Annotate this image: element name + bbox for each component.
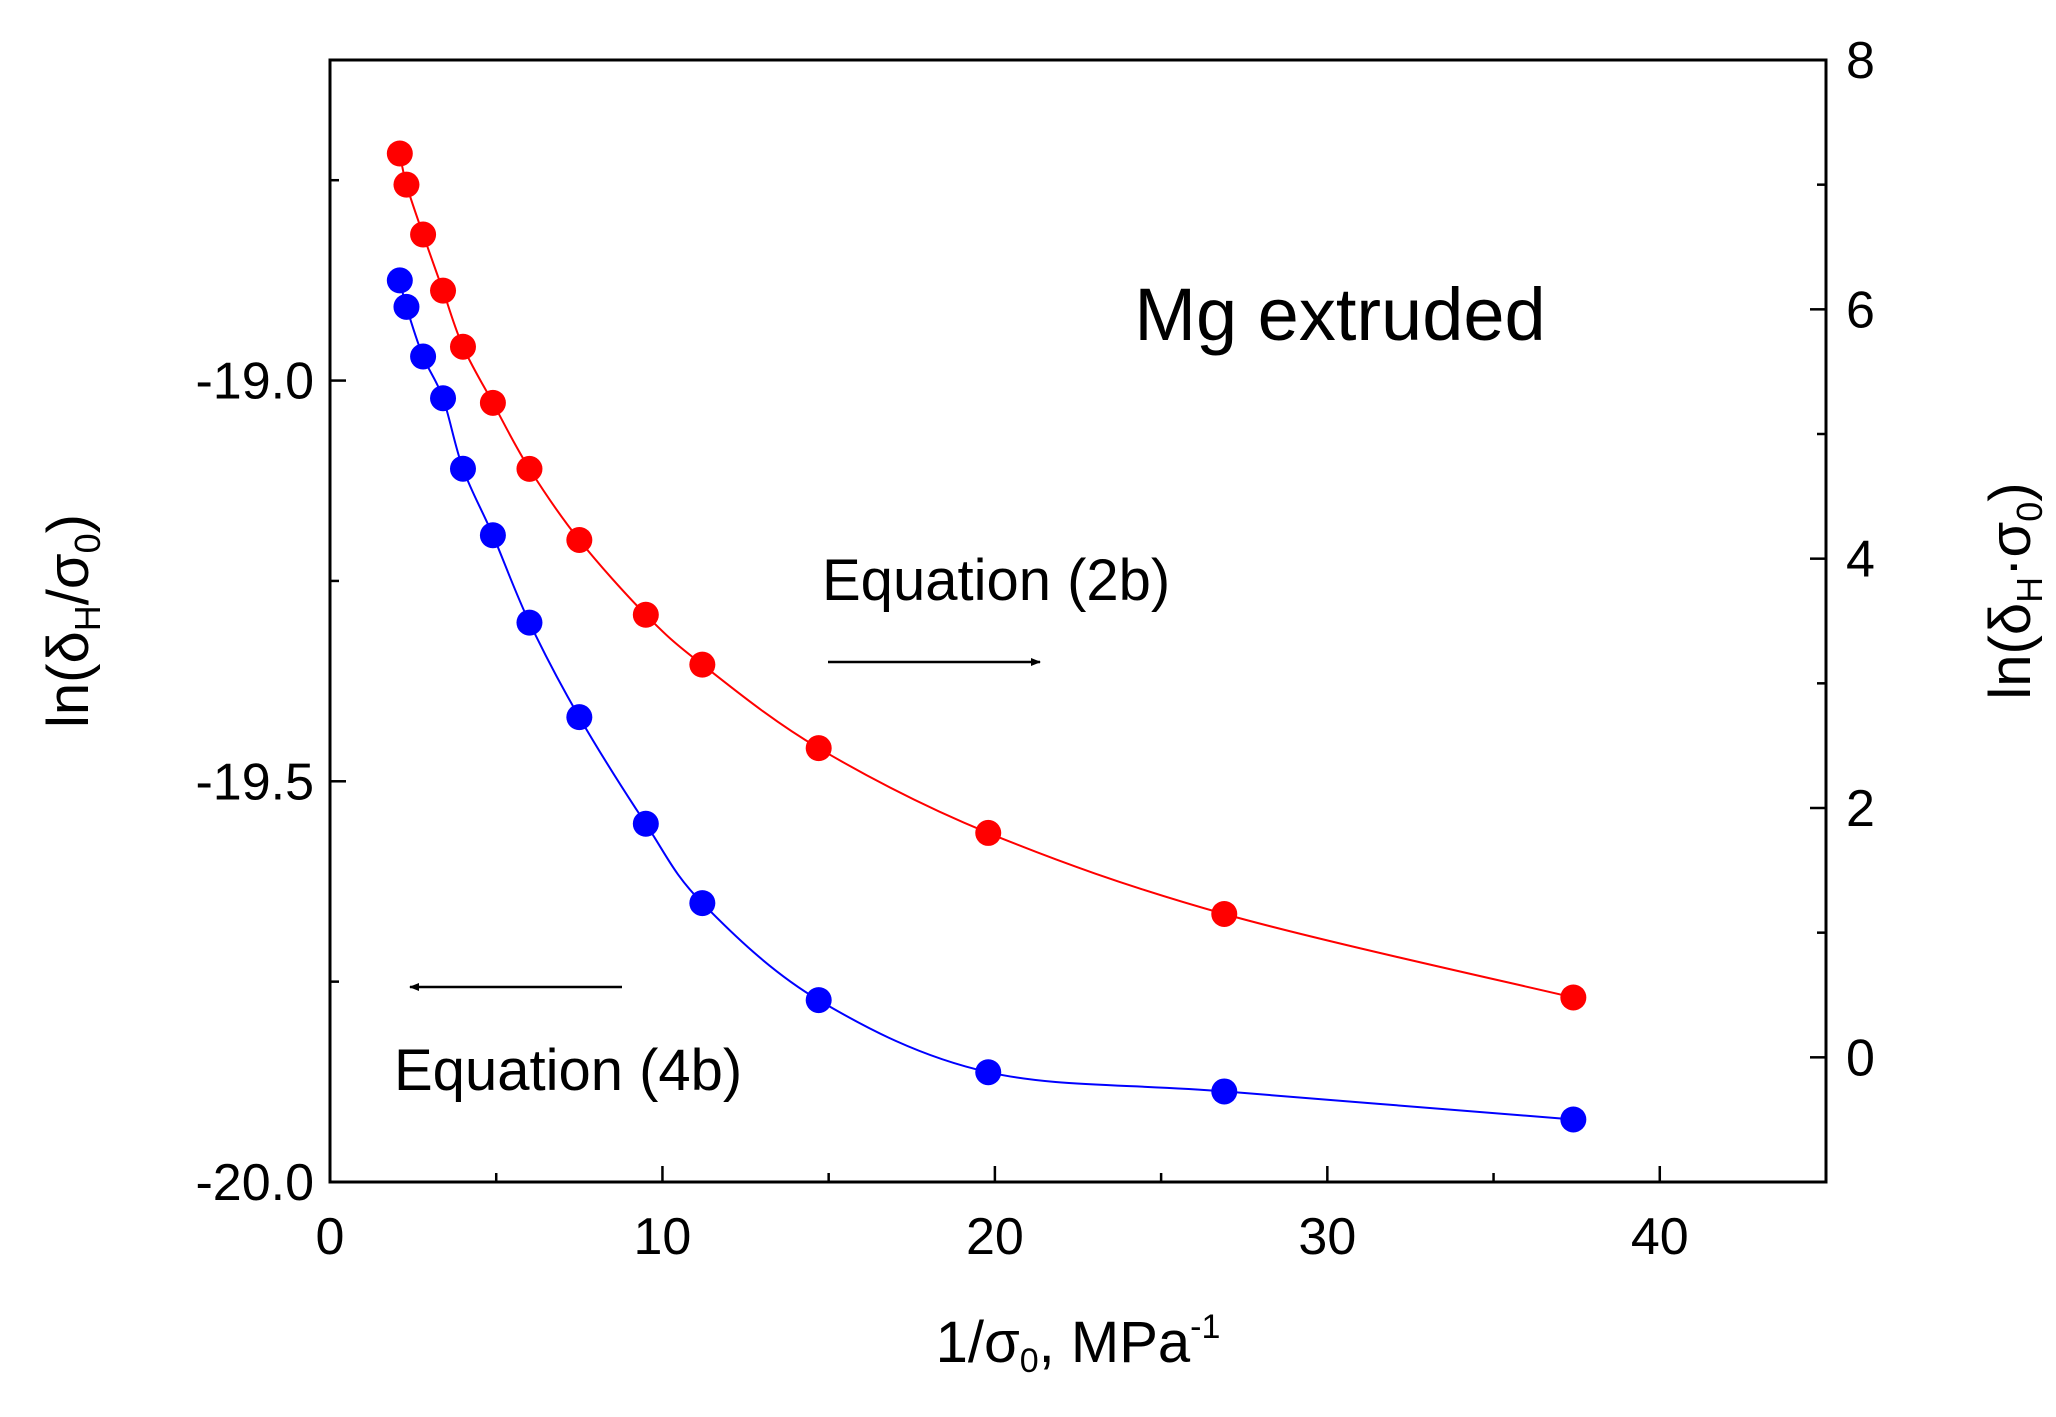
point-right-12 — [1211, 900, 1238, 927]
point-left-7 — [566, 704, 593, 731]
x-tick-label-30: 30 — [1298, 1208, 1356, 1266]
y-right-tick-label: 2 — [1846, 780, 1875, 838]
point-right-7 — [566, 526, 593, 553]
point-right-6 — [516, 455, 543, 482]
point-right-0 — [386, 140, 413, 167]
x-tick-label-10: 10 — [634, 1208, 692, 1266]
point-left-1 — [393, 293, 420, 320]
point-left-10 — [805, 987, 832, 1014]
annotation-equation-4b: Equation (4b) — [394, 1038, 742, 1103]
y-left-tick-label: -19.0 — [195, 353, 314, 411]
point-right-13 — [1560, 984, 1587, 1011]
point-right-11 — [975, 819, 1002, 846]
point-right-10 — [805, 735, 832, 762]
x-tick-label-20: 20 — [966, 1208, 1024, 1266]
point-left-5 — [479, 522, 506, 549]
data-points — [386, 140, 1587, 1133]
point-right-5 — [479, 389, 506, 416]
plot-frame — [328, 58, 1828, 1184]
point-left-12 — [1211, 1078, 1238, 1105]
y-axis-right-label: ln(δH·σ0) — [1978, 482, 2050, 699]
y-right-tick-label: 4 — [1846, 531, 1875, 589]
point-left-4 — [449, 455, 476, 482]
point-right-3 — [430, 277, 457, 304]
point-left-9 — [689, 890, 716, 917]
y-left-tick-label: -20.0 — [195, 1154, 314, 1212]
point-left-0 — [386, 267, 413, 294]
y-right-tick-label: 6 — [1846, 281, 1875, 339]
point-right-2 — [410, 221, 437, 248]
chart-title: Mg extruded — [1134, 273, 1545, 356]
point-right-8 — [632, 601, 659, 628]
point-left-13 — [1560, 1106, 1587, 1133]
point-right-4 — [449, 333, 476, 360]
y-left-tick-label: -19.5 — [195, 753, 314, 811]
point-left-2 — [410, 343, 437, 370]
x-axis-label: 1/σ0, MPa-1 — [936, 1308, 1221, 1380]
fit-curve-left — [398, 280, 1574, 1121]
y-right-tick-label: 8 — [1846, 32, 1875, 90]
tick-labels: 0 10 20 30 40 -20.0 -19.5 -19.0 0 2 4 6 8 — [195, 32, 1874, 1266]
point-left-8 — [632, 810, 659, 837]
point-left-6 — [516, 609, 543, 636]
x-tick-label-40: 40 — [1631, 1208, 1689, 1266]
point-right-9 — [689, 651, 716, 678]
point-left-3 — [430, 385, 457, 412]
annotation-equation-2b: Equation (2b) — [822, 548, 1170, 613]
point-right-1 — [393, 171, 420, 198]
point-left-11 — [975, 1059, 1002, 1086]
y-right-tick-label: 0 — [1846, 1029, 1875, 1087]
y-axis-left-label: ln(δH/σ0) — [36, 514, 108, 728]
x-tick-label-0: 0 — [316, 1208, 345, 1266]
ticks — [328, 58, 1826, 1184]
